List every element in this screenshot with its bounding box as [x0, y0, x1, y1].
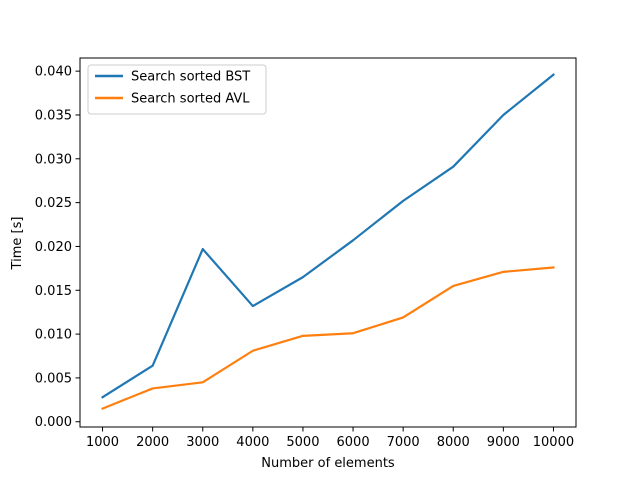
legend-label-bst: Search sorted BST	[131, 70, 250, 85]
series-layer	[101, 73, 555, 411]
x-tick-label: 9000	[487, 435, 520, 450]
y-tick-label: 0.025	[35, 196, 72, 211]
y-tick-label: 0.010	[35, 328, 72, 343]
y-tick-label: 0.005	[35, 371, 72, 386]
series-line-bst	[101, 73, 555, 399]
y-tick-label: 0.040	[35, 65, 72, 80]
x-tick-label: 10000	[533, 435, 574, 450]
legend: Search sorted BST Search sorted AVL	[87, 64, 267, 115]
y-tick-label: 0.015	[35, 284, 72, 299]
y-tick-label: 0.030	[35, 152, 72, 167]
y-axis: 0.000 0.005 0.010 0.015 0.020 0.025 0.030 0.035…	[35, 65, 80, 430]
y-tick-label: 0.000	[35, 415, 72, 430]
x-tick-label: 7000	[387, 435, 420, 450]
x-tick-label: 4000	[236, 435, 269, 450]
x-tick-label: 5000	[286, 435, 319, 450]
legend-box	[87, 64, 267, 115]
x-tick-label: 6000	[337, 435, 370, 450]
x-axis: 1000 2000 3000 4000 5000 6000 7000 8000 9000 1000…	[86, 427, 574, 450]
x-axis-label: Number of elements	[261, 456, 395, 471]
y-axis-label: Time [s]	[10, 217, 25, 271]
x-tick-label: 2000	[136, 435, 169, 450]
x-tick-label: 1000	[86, 435, 119, 450]
axes-frame	[79, 57, 577, 428]
y-tick-label: 0.035	[35, 108, 72, 123]
x-tick-label: 8000	[437, 435, 470, 450]
x-tick-label: 3000	[186, 435, 219, 450]
legend-label-avl: Search sorted AVL	[131, 92, 250, 107]
series-line-avl	[101, 266, 555, 411]
y-tick-label: 0.020	[35, 240, 72, 255]
